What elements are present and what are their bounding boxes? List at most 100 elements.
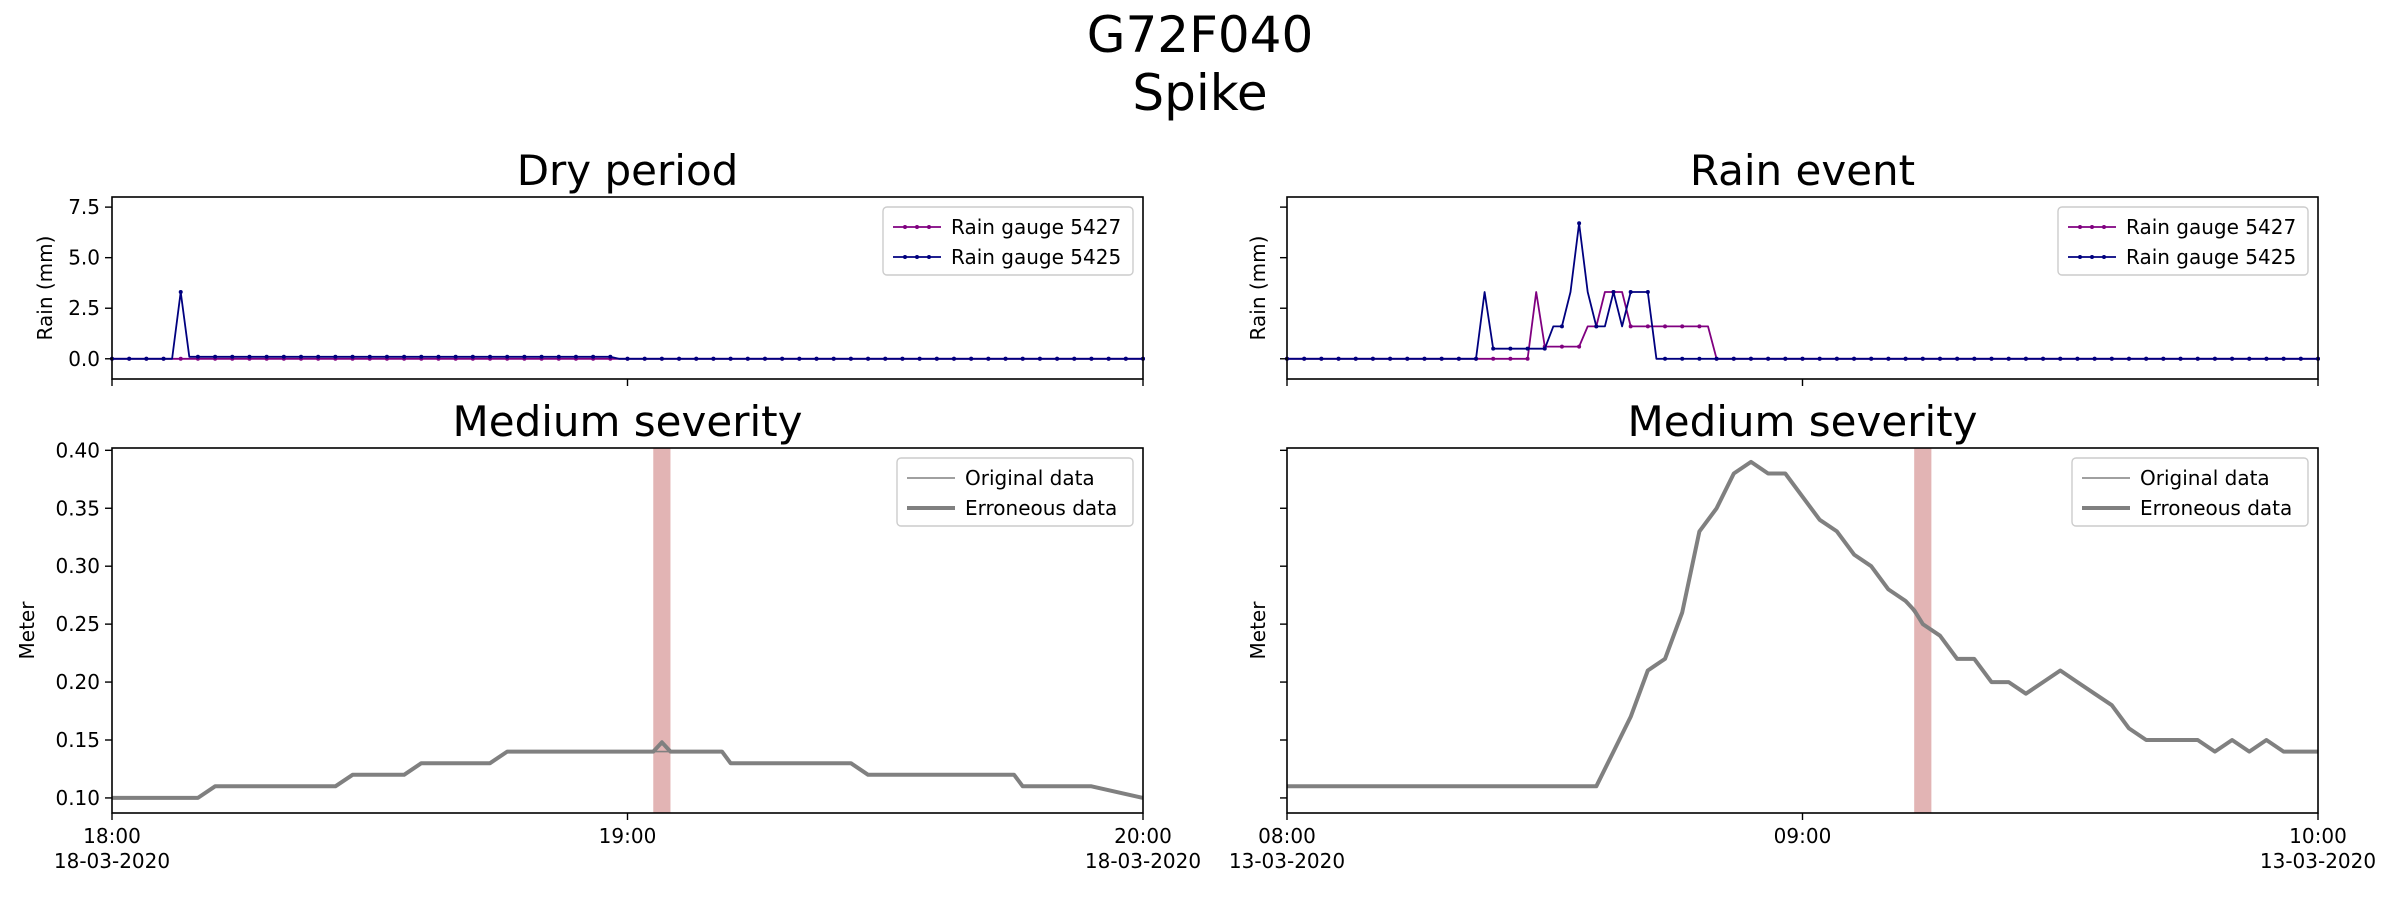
data-point-marker: [1748, 356, 1753, 361]
data-point-marker: [178, 290, 183, 295]
data-point-marker: [1680, 356, 1685, 361]
data-point-marker: [2041, 356, 2046, 361]
data-point-marker: [2075, 356, 2080, 361]
data-point-marker: [1370, 356, 1375, 361]
data-point-marker: [1972, 356, 1977, 361]
y-tick-label: 2.5: [68, 296, 100, 320]
data-point-marker: [556, 354, 561, 359]
chart-panels: Dry period Rain (mm) 0.0 2.5 5.0 7.5 Rain gaug…: [15, 146, 2376, 873]
data-point-marker: [1663, 324, 1668, 329]
legend-marker: [2090, 225, 2094, 229]
data-point-marker: [848, 356, 853, 361]
x-tick-date-label: 13-03-2020: [1229, 849, 1345, 873]
data-point-marker: [1319, 356, 1324, 361]
data-point-marker: [642, 356, 647, 361]
legend-label: Erroneous data: [965, 496, 1117, 520]
data-point-marker: [1577, 221, 1582, 226]
data-point-marker: [1055, 356, 1060, 361]
data-point-marker: [1663, 356, 1668, 361]
data-point-marker: [488, 354, 493, 359]
data-point-marker: [2023, 356, 2028, 361]
data-point-marker: [1989, 356, 1994, 361]
data-point-marker: [1559, 344, 1564, 349]
data-point-marker: [230, 354, 235, 359]
data-point-marker: [677, 356, 682, 361]
y-axis-label: Rain (mm): [1246, 236, 1270, 341]
data-point-marker: [333, 354, 338, 359]
x-tick-label: 19:00: [599, 824, 657, 848]
x-tick-label: 08:00: [1258, 824, 1316, 848]
data-point-marker: [1594, 324, 1599, 329]
data-point-marker: [728, 356, 733, 361]
data-point-marker: [591, 354, 596, 359]
data-point-marker: [1783, 356, 1788, 361]
y-axis-label: Meter: [1246, 601, 1270, 660]
legend-label: Rain gauge 5425: [951, 245, 1121, 269]
data-point-marker: [384, 354, 389, 359]
data-point-marker: [2298, 356, 2303, 361]
data-point-marker: [1766, 356, 1771, 361]
series-line-rain-gauge-5427: [1287, 291, 2318, 360]
data-point-marker: [780, 356, 785, 361]
data-point-marker: [1508, 356, 1513, 361]
y-axis-label: Meter: [15, 601, 39, 660]
data-point-marker: [1072, 356, 1077, 361]
data-point-marker: [1525, 346, 1530, 351]
data-point-marker: [1491, 356, 1496, 361]
legend-box: [2057, 206, 2309, 276]
data-point-marker: [1577, 344, 1582, 349]
chart-title: Dry period: [517, 146, 739, 195]
data-point-marker: [436, 354, 441, 359]
legend-marker: [927, 255, 931, 259]
y-tick-label: 0.40: [55, 438, 100, 462]
data-point-marker: [1508, 346, 1513, 351]
data-point-marker: [2178, 356, 2183, 361]
data-point-marker: [797, 356, 802, 361]
legend-marker: [903, 255, 907, 259]
y-tick-label: 5.0: [68, 246, 100, 270]
data-point-marker: [1731, 356, 1736, 361]
spike-highlight-band: [653, 448, 671, 813]
data-point-marker: [1037, 356, 1042, 361]
y-tick-label: 0.35: [55, 496, 100, 520]
data-point-marker: [1388, 356, 1393, 361]
chart-panel-3: Medium severity Meter 0.10 0.15 0.20 0.25 0.30…: [15, 397, 1201, 873]
x-tick-date-label: 13-03-2020: [2260, 849, 2376, 873]
data-point-marker: [2092, 356, 2097, 361]
data-point-marker: [1003, 356, 1008, 361]
data-point-marker: [917, 356, 922, 361]
data-point-marker: [1852, 356, 1857, 361]
chart-panel-4: Medium severityMeter08:0013-03-202009:00…: [1229, 397, 2376, 873]
data-point-marker: [2058, 356, 2063, 361]
data-point-marker: [1474, 356, 1479, 361]
data-point-marker: [161, 356, 166, 361]
data-point-marker: [1834, 356, 1839, 361]
data-point-marker: [2161, 356, 2166, 361]
data-point-marker: [1405, 356, 1410, 361]
data-point-marker: [934, 356, 939, 361]
data-point-marker: [1714, 356, 1719, 361]
data-point-marker: [453, 354, 458, 359]
data-point-marker: [762, 356, 767, 361]
y-tick-label: 0.20: [55, 670, 100, 694]
data-point-marker: [831, 356, 836, 361]
data-point-marker: [608, 354, 613, 359]
data-point-marker: [144, 356, 149, 361]
data-point-marker: [2230, 356, 2235, 361]
figure-title-line1: G72F040: [1087, 6, 1314, 64]
data-point-marker: [539, 354, 544, 359]
data-point-marker: [1089, 356, 1094, 361]
data-point-marker: [986, 356, 991, 361]
data-point-marker: [573, 354, 578, 359]
spike-highlight-band: [1914, 448, 1932, 813]
data-point-marker: [1353, 356, 1358, 361]
legend-marker: [915, 225, 919, 229]
data-point-marker: [1456, 356, 1461, 361]
legend-marker: [915, 255, 919, 259]
series-line-erroneous-data: [112, 740, 1144, 800]
legend-marker: [927, 225, 931, 229]
legend-label: Erroneous data: [2140, 496, 2292, 520]
data-point-marker: [1123, 356, 1128, 361]
data-point-marker: [1628, 290, 1633, 295]
